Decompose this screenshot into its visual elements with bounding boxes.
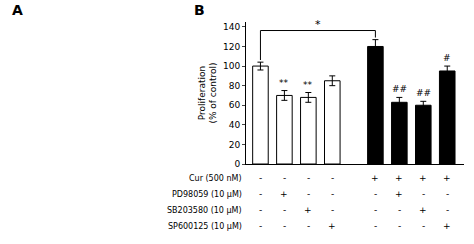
svg-text:+: + [395,189,403,199]
svg-text:-: - [307,173,310,183]
svg-text:-: - [374,221,377,231]
svg-text:-: - [259,189,262,199]
svg-text:+: + [371,173,379,183]
svg-text:80: 80 [229,81,241,91]
svg-text:+: + [419,205,427,215]
svg-text:-: - [331,189,334,199]
svg-text:40: 40 [229,120,241,130]
svg-text:+: + [328,221,336,231]
svg-text:SP600125 (10 μM): SP600125 (10 μM) [168,222,242,231]
svg-text:100: 100 [223,61,240,71]
svg-text:-: - [331,205,334,215]
svg-text:+: + [443,221,451,231]
svg-text:+: + [304,205,312,215]
svg-text:-: - [374,205,377,215]
svg-text:##: ## [392,84,407,94]
svg-text:-: - [283,221,286,231]
svg-text:PD98059 (10 μM): PD98059 (10 μM) [172,190,242,199]
svg-text:B: B [194,2,205,18]
svg-text:A: A [12,2,23,18]
svg-text:-: - [422,189,425,199]
svg-text:+: + [395,173,403,183]
svg-text:-: - [307,189,310,199]
svg-text:Proliferation(% of control): Proliferation(% of control) [197,62,219,123]
svg-text:**: ** [303,80,313,90]
svg-text:140: 140 [223,22,240,32]
svg-text:-: - [446,205,449,215]
svg-text:SB203580 (10 μM): SB203580 (10 μM) [167,206,242,215]
svg-text:-: - [422,221,425,231]
svg-text:-: - [374,189,377,199]
svg-text:0: 0 [235,159,241,169]
svg-text:Cur (500 nM): Cur (500 nM) [189,174,242,183]
svg-text:-: - [283,173,286,183]
svg-text:-: - [307,221,310,231]
svg-text:-: - [259,205,262,215]
svg-text:-: - [446,189,449,199]
svg-text:120: 120 [223,42,240,52]
svg-text:#: # [443,53,451,63]
svg-text:##: ## [416,88,431,98]
svg-text:*: * [315,18,321,31]
svg-text:-: - [398,221,401,231]
svg-text:-: - [331,173,334,183]
svg-text:+: + [419,173,427,183]
svg-text:-: - [398,205,401,215]
svg-text:**: ** [279,78,289,88]
svg-text:60: 60 [229,100,241,110]
svg-text:-: - [259,173,262,183]
svg-text:-: - [259,221,262,231]
svg-text:20: 20 [229,140,241,150]
svg-text:+: + [280,189,288,199]
svg-text:-: - [283,205,286,215]
svg-text:+: + [443,173,451,183]
